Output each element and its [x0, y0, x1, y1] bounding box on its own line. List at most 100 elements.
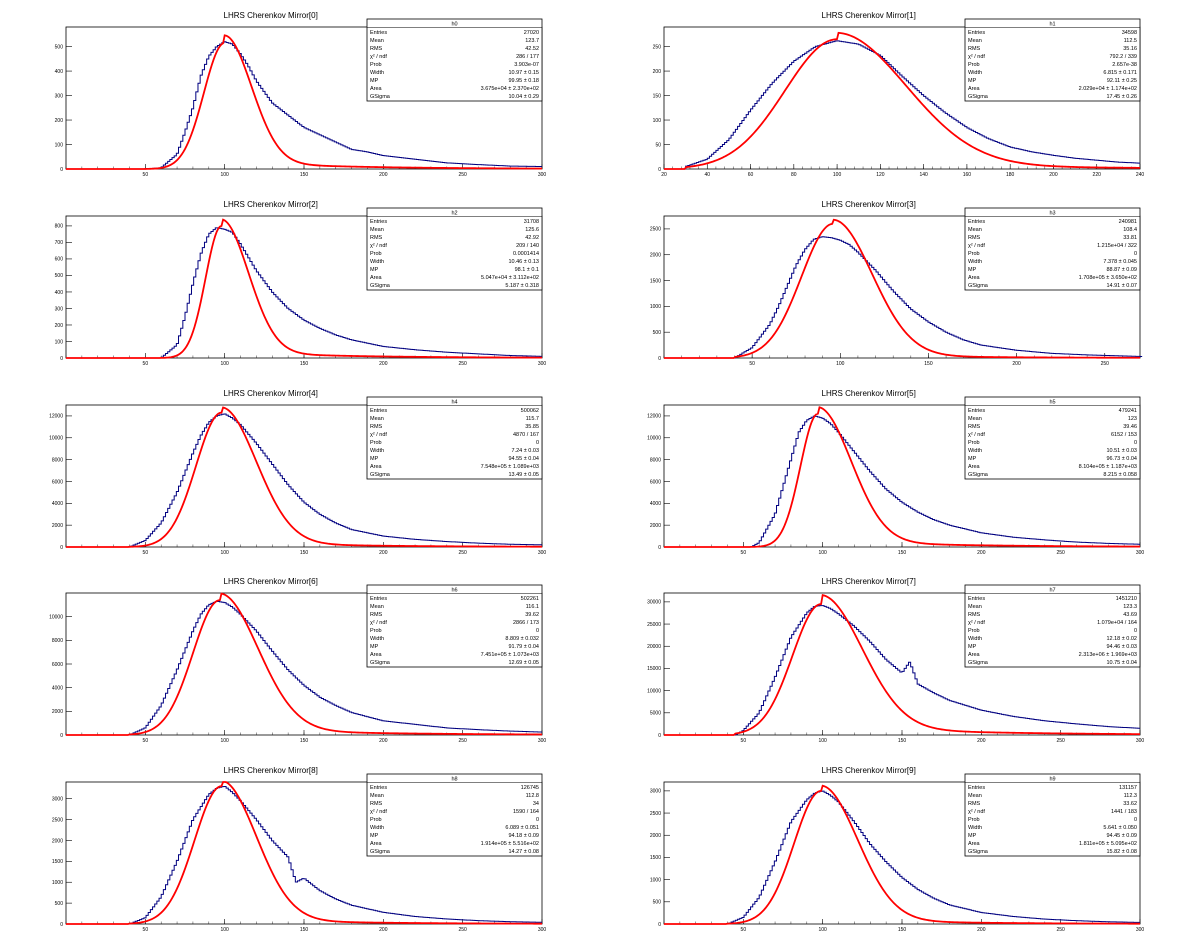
stats-key: Prob [370, 62, 382, 68]
y-tick-label: 1000 [52, 880, 63, 886]
chart-title: LHRS Cherenkov Mirror[0] [224, 11, 318, 20]
y-tick-label: 10000 [49, 614, 63, 620]
x-tick-label: 200 [379, 172, 388, 178]
stats-value: 15.82 ± 0.08 [1106, 849, 1137, 855]
stats-value: 286 / 177 [516, 54, 539, 60]
stats-key: χ² / ndf [968, 54, 985, 60]
chart-title: LHRS Cherenkov Mirror[3] [822, 200, 916, 209]
stats-box: h5 Entries 479241 Mean 123 RMS 39.46 χ² / ndf 61… [964, 396, 1141, 480]
stats-key: Area [968, 841, 981, 847]
stats-value: 7.378 ± 0.045 [1103, 259, 1137, 265]
stats-key: Width [370, 259, 384, 265]
stats-value: 8.104e+05 ± 1.187e+03 [1079, 464, 1137, 470]
y-tick-label: 100 [55, 142, 64, 148]
stats-key: Area [370, 464, 383, 470]
chart-title: LHRS Cherenkov Mirror[6] [224, 577, 318, 586]
stats-key: Prob [968, 251, 980, 257]
y-tick-label: 0 [60, 167, 63, 173]
histogram-pad-9: LHRS Cherenkov Mirror[9] 50 100 150 200 250 30… [614, 763, 1180, 935]
stats-key: Mean [370, 604, 384, 610]
stats-box: h0 Entries 27020 Mean 123.7 RMS 42.52 χ² / ndf 2… [366, 18, 543, 102]
x-tick-label: 200 [977, 927, 986, 933]
y-tick-label: 10000 [49, 436, 63, 442]
stats-key: Prob [370, 440, 382, 446]
stats-value: 125.6 [525, 227, 539, 233]
stats-value: 115.7 [526, 416, 539, 422]
x-tick-label: 200 [1012, 361, 1021, 367]
stats-key: Width [968, 259, 982, 265]
stats-key: Entries [370, 30, 387, 36]
histogram-series [664, 605, 1140, 736]
fit-curve [66, 406, 542, 548]
stats-key: MP [370, 833, 379, 839]
y-tick-label: 3000 [52, 797, 63, 803]
stats-key: MP [370, 78, 379, 84]
y-tick-label: 1500 [650, 278, 661, 284]
stats-value: 14.27 ± 0.08 [508, 849, 539, 855]
stats-value: 8.215 ± 0.058 [1103, 472, 1137, 478]
stats-box: h7 Entries 1451210 Mean 123.3 RMS 43.69 χ² / nd… [964, 584, 1141, 668]
fit-curve [664, 784, 1141, 925]
chart-title: LHRS Cherenkov Mirror[5] [822, 389, 916, 398]
stats-key: RMS [968, 46, 981, 52]
histogram-pad-1: LHRS Cherenkov Mirror[1] 20 40 60 80 100 120 14… [614, 8, 1180, 180]
histogram-plot-4: LHRS Cherenkov Mirror[4] 50 100 150 200 250 30… [49, 389, 546, 556]
x-tick-label: 240 [1136, 172, 1145, 178]
y-tick-label: 300 [55, 93, 64, 99]
stats-value: 3.903e-07 [514, 62, 539, 68]
stats-key: Area [370, 652, 383, 658]
stats-key: RMS [968, 424, 981, 430]
stats-value: 10.46 ± 0.13 [508, 259, 539, 265]
x-tick-label: 250 [458, 172, 467, 178]
y-tick-label: 2500 [650, 227, 661, 233]
histogram-series [664, 236, 1143, 359]
stats-key: Entries [370, 408, 387, 414]
stats-box: h1 Entries 34598 Mean 112.5 RMS 35.16 χ² / ndf 7… [964, 18, 1141, 102]
y-tick-label: 8000 [52, 457, 63, 463]
x-tick-label: 50 [741, 550, 747, 556]
stats-value: 35.16 [1123, 46, 1137, 52]
stats-value: 1590 / 164 [513, 809, 539, 815]
stats-key: χ² / ndf [370, 243, 387, 249]
stats-key: Prob [370, 628, 382, 634]
stats-key: GSigma [370, 94, 391, 100]
x-tick-label: 100 [220, 172, 229, 178]
x-tick-label: 140 [919, 172, 928, 178]
y-tick-label: 12000 [647, 414, 661, 420]
stats-value: 14.91 ± 0.07 [1106, 283, 1137, 289]
x-tick-label: 250 [1056, 927, 1065, 933]
stats-value: 10.04 ± 0.29 [508, 94, 539, 100]
x-tick-label: 100 [833, 172, 842, 178]
stats-key: Mean [968, 793, 982, 799]
stats-key: Entries [370, 785, 387, 791]
chart-title: LHRS Cherenkov Mirror[2] [224, 200, 318, 209]
stats-value: 42.52 [525, 46, 539, 52]
x-tick-label: 100 [818, 550, 827, 556]
stats-value: 8.809 ± 0.032 [505, 636, 539, 642]
x-tick-label: 300 [1136, 550, 1145, 556]
y-tick-label: 8000 [52, 638, 63, 644]
stats-value: 1451210 [1116, 596, 1137, 602]
chart-title: LHRS Cherenkov Mirror[9] [822, 766, 916, 775]
stats-value: 10.75 ± 0.04 [1106, 660, 1137, 666]
histogram-pad-4: LHRS Cherenkov Mirror[4] 50 100 150 200 250 30… [16, 386, 582, 558]
stats-key: Entries [968, 30, 985, 36]
stats-key: χ² / ndf [370, 54, 387, 60]
stats-value: 1.708e+05 ± 3.650e+02 [1079, 275, 1137, 281]
stats-key: Area [370, 275, 383, 281]
stats-key: MP [370, 267, 379, 273]
y-tick-label: 5000 [650, 711, 661, 717]
stats-key: RMS [370, 801, 383, 807]
stats-key: Area [968, 652, 981, 658]
y-tick-label: 15000 [647, 666, 661, 672]
stats-key: Width [370, 448, 384, 454]
x-tick-label: 120 [876, 172, 885, 178]
stats-value: 2.029e+04 ± 1.174e+02 [1079, 86, 1137, 92]
y-tick-label: 25000 [647, 622, 661, 628]
x-tick-label: 250 [458, 550, 467, 556]
histogram-pad-8: LHRS Cherenkov Mirror[8] 50 100 150 200 250 30… [16, 763, 582, 935]
stats-name: h1 [1049, 22, 1055, 28]
stats-value: 5.187 ± 0.318 [505, 283, 539, 289]
stats-key: GSigma [370, 660, 391, 666]
x-tick-label: 250 [458, 927, 467, 933]
